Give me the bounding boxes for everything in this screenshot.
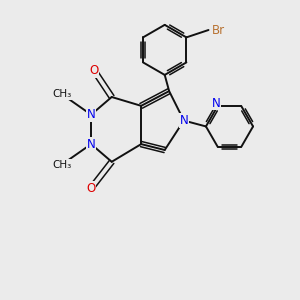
- Text: N: N: [212, 97, 220, 110]
- Text: O: O: [86, 182, 96, 195]
- Text: CH₃: CH₃: [52, 89, 71, 99]
- Text: CH₃: CH₃: [52, 160, 71, 170]
- Text: Br: Br: [212, 23, 225, 37]
- Text: N: N: [87, 108, 95, 121]
- Text: N: N: [179, 114, 188, 127]
- Text: O: O: [89, 64, 99, 77]
- Text: N: N: [87, 138, 95, 151]
